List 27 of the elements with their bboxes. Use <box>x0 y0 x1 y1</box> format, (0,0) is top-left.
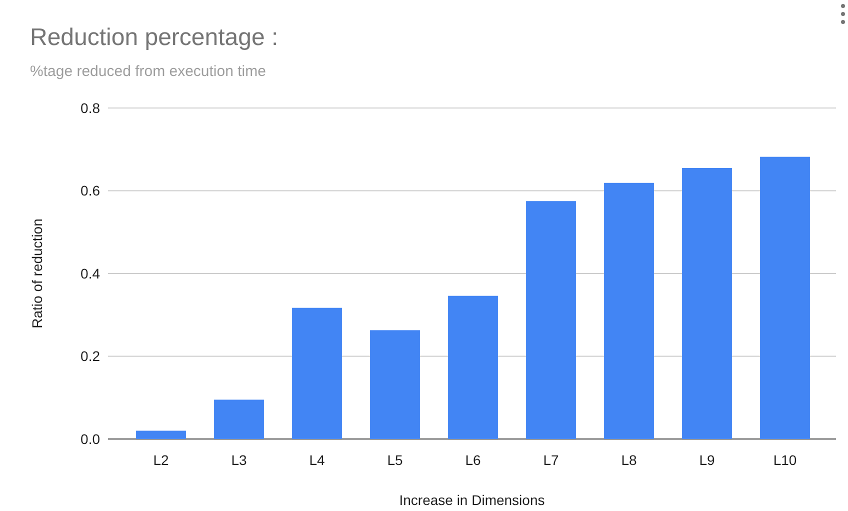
x-tick-label: L6 <box>465 452 481 468</box>
x-tick-label: L4 <box>309 452 325 468</box>
x-tick-label: L8 <box>621 452 637 468</box>
x-tick-label: L9 <box>699 452 715 468</box>
bar <box>214 400 264 439</box>
bar <box>136 430 186 439</box>
x-tick-label: L5 <box>387 452 403 468</box>
bar <box>292 308 342 439</box>
x-tick-label: L3 <box>231 452 247 468</box>
chart-title: Reduction percentage : <box>30 24 278 51</box>
bar <box>682 168 732 439</box>
bar <box>370 330 420 439</box>
y-tick-label: 0.0 <box>80 430 100 447</box>
bar <box>448 296 498 439</box>
bar <box>526 201 576 439</box>
y-axis-title: Ratio of reduction <box>29 218 45 328</box>
x-tick-label: L10 <box>773 452 797 468</box>
x-tick-label: L2 <box>153 452 169 468</box>
y-tick-label: 0.2 <box>80 348 100 364</box>
bar <box>760 156 810 439</box>
x-axis-title: Increase in Dimensions <box>399 492 545 508</box>
x-tick-label: L7 <box>543 452 559 468</box>
chart-subtitle: %tage reduced from execution time <box>30 63 266 80</box>
bar <box>604 182 654 439</box>
y-tick-label: 0.8 <box>80 100 100 116</box>
y-tick-label: 0.4 <box>80 265 100 282</box>
y-tick-label: 0.6 <box>80 182 100 199</box>
